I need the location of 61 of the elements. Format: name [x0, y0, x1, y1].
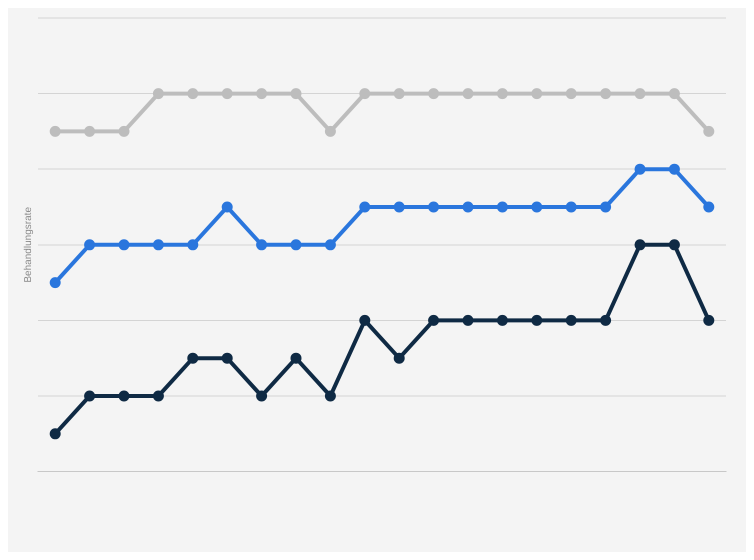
point	[50, 428, 61, 440]
point	[290, 88, 302, 100]
point	[566, 88, 577, 100]
point	[462, 314, 474, 326]
point	[118, 239, 130, 250]
point	[187, 88, 198, 100]
point	[394, 352, 405, 364]
point	[290, 352, 302, 364]
point	[50, 277, 61, 288]
point	[703, 126, 714, 137]
point	[668, 88, 680, 100]
point	[566, 314, 577, 326]
point	[359, 88, 370, 100]
point	[222, 202, 233, 212]
point	[703, 314, 714, 326]
point	[531, 88, 542, 100]
point	[634, 164, 646, 175]
point	[531, 202, 542, 212]
point	[600, 202, 612, 212]
point	[462, 88, 474, 100]
point	[187, 239, 198, 250]
point	[256, 88, 268, 100]
y-axis-title: Behandlungsrate	[22, 206, 34, 283]
point	[394, 88, 405, 100]
point	[222, 88, 233, 100]
point	[496, 88, 508, 100]
point	[462, 202, 474, 212]
point	[428, 202, 440, 212]
point	[187, 352, 198, 364]
point	[222, 352, 233, 364]
point	[84, 239, 96, 250]
point	[84, 126, 96, 137]
point	[600, 314, 612, 326]
point	[634, 239, 646, 250]
point	[668, 239, 680, 250]
point	[256, 390, 268, 402]
point	[496, 314, 508, 326]
point	[703, 202, 714, 212]
point	[600, 88, 612, 100]
point	[256, 239, 268, 250]
point	[152, 239, 164, 250]
point	[634, 88, 646, 100]
point	[118, 390, 130, 402]
point	[50, 126, 61, 137]
point	[290, 239, 302, 250]
point	[496, 202, 508, 212]
point	[152, 390, 164, 402]
point	[428, 88, 440, 100]
point	[324, 239, 336, 250]
point	[359, 314, 370, 326]
point	[566, 202, 577, 212]
point	[324, 126, 336, 137]
point	[531, 314, 542, 326]
point	[668, 164, 680, 175]
point	[359, 202, 370, 212]
point	[428, 314, 440, 326]
point	[118, 126, 130, 137]
point	[324, 390, 336, 402]
point	[84, 390, 96, 402]
point	[152, 88, 164, 100]
point	[394, 202, 405, 212]
